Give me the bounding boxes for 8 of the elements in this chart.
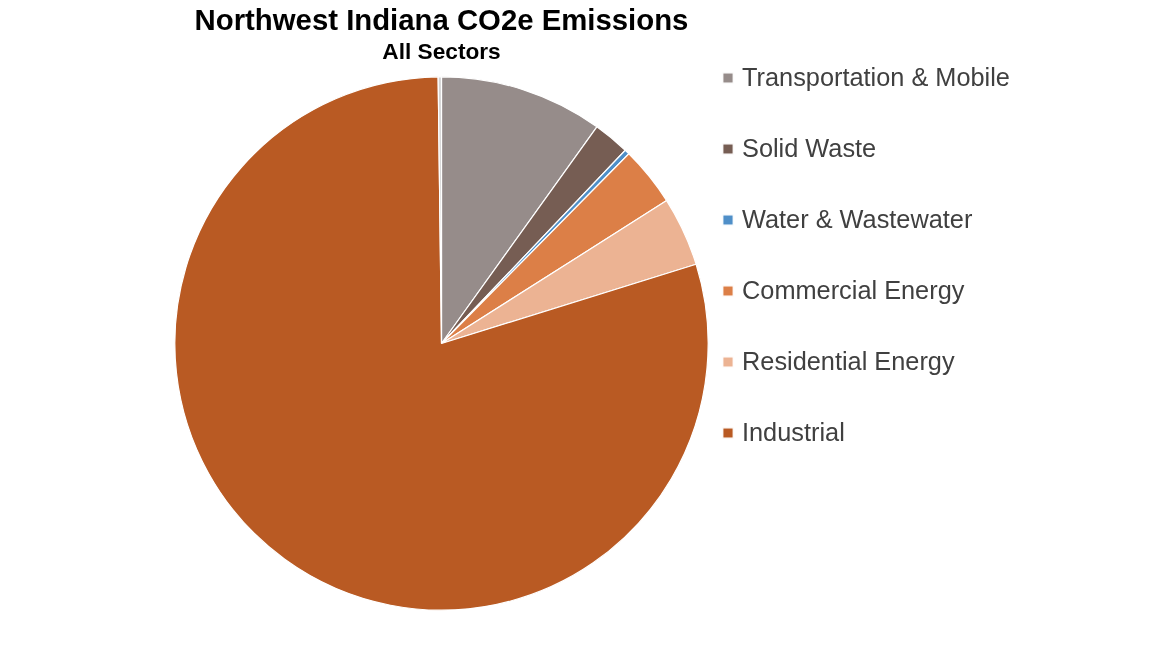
- legend-label: Commercial Energy: [742, 276, 965, 305]
- legend-label: Water & Wastewater: [742, 205, 973, 234]
- legend-label: Solid Waste: [742, 134, 877, 163]
- legend-label: Residential Energy: [742, 347, 955, 376]
- chart-title: Northwest Indiana CO2e Emissions: [194, 2, 689, 36]
- chart-subtitle: All Sectors: [382, 37, 501, 64]
- legend-label: Industrial: [742, 418, 845, 447]
- legend-label: Transportation & Mobile: [742, 63, 1010, 92]
